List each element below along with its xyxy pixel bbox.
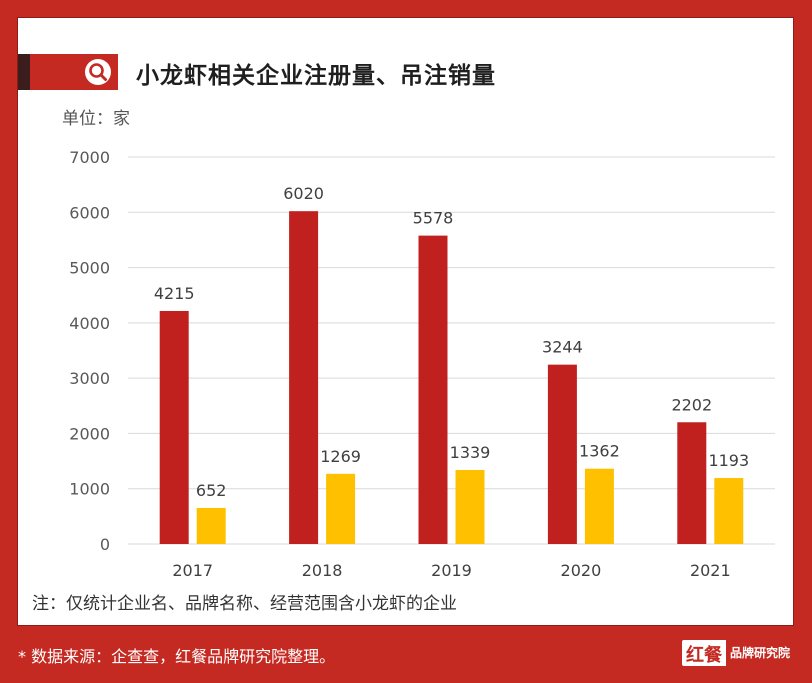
bars [159,211,744,545]
logo-sub-text: 品牌研究院 [726,640,794,666]
y-tick-label: 3000 [69,369,110,388]
logo-main-text: 红餐 [686,645,722,666]
bar-cancelled-2019 [455,469,485,544]
y-tick-label: 6000 [69,203,110,222]
bar-registered-2018 [289,211,319,544]
y-tick-label: 4000 [69,314,110,333]
bar-cancelled-2020 [584,468,614,544]
search-icon [85,59,111,85]
data-source: * 数据来源：企查查，红餐品牌研究院整理。 [18,647,336,666]
y-tick-label: 7000 [69,148,110,167]
chart-card: 小龙虾相关企业注册量、吊注销量 单位：家 0 1000 2000 3000 4000 50… [17,17,794,626]
data-label: 2202 [671,395,712,414]
bar-cancelled-2017 [196,507,226,544]
y-tick-label: 2000 [69,424,110,443]
x-tick-label: 2017 [172,561,213,578]
data-label: 1193 [708,451,749,470]
bar-registered-2021 [677,422,707,544]
x-tick-label: 2018 [302,561,343,578]
bar-registered-2019 [418,235,448,545]
brand-logo: 红餐 品牌研究院 [682,640,794,666]
unit-label: 单位：家 [62,109,130,129]
y-tick-label: 0 [100,535,110,554]
bar-cancelled-2018 [326,473,356,544]
grid-lines [128,156,775,545]
bar-registered-2020 [547,364,577,544]
y-axis-ticks: 0 1000 2000 3000 4000 5000 6000 7000 [69,148,110,554]
data-label: 1362 [579,442,620,461]
title-bar [18,54,118,90]
x-tick-label: 2020 [561,561,602,578]
bar-chart: 0 1000 2000 3000 4000 5000 6000 7000 4215 652 602… [69,148,775,578]
title-bar-stub [18,54,30,90]
chart-title: 小龙虾相关企业注册量、吊注销量 [136,63,496,89]
footnote: 注：仅统计企业名、品牌名称、经营范围含小龙虾的企业 [32,594,457,614]
y-tick-label: 5000 [69,259,110,278]
x-tick-label: 2021 [690,561,731,578]
data-labels: 4215 652 6020 1269 5578 1339 3244 1362 2202 1193 [154,184,749,500]
data-label: 6020 [283,184,324,203]
data-label: 1339 [450,443,491,462]
y-tick-label: 1000 [69,480,110,499]
data-label: 652 [196,481,227,500]
data-label: 3244 [542,338,583,357]
data-label: 1269 [320,447,361,466]
x-tick-label: 2019 [431,561,472,578]
bar-cancelled-2021 [714,478,744,544]
data-label: 4215 [154,284,195,303]
bar-registered-2017 [159,310,189,544]
data-label: 5578 [413,209,454,228]
x-axis-ticks: 2017 2018 2019 2020 2021 [172,561,730,578]
